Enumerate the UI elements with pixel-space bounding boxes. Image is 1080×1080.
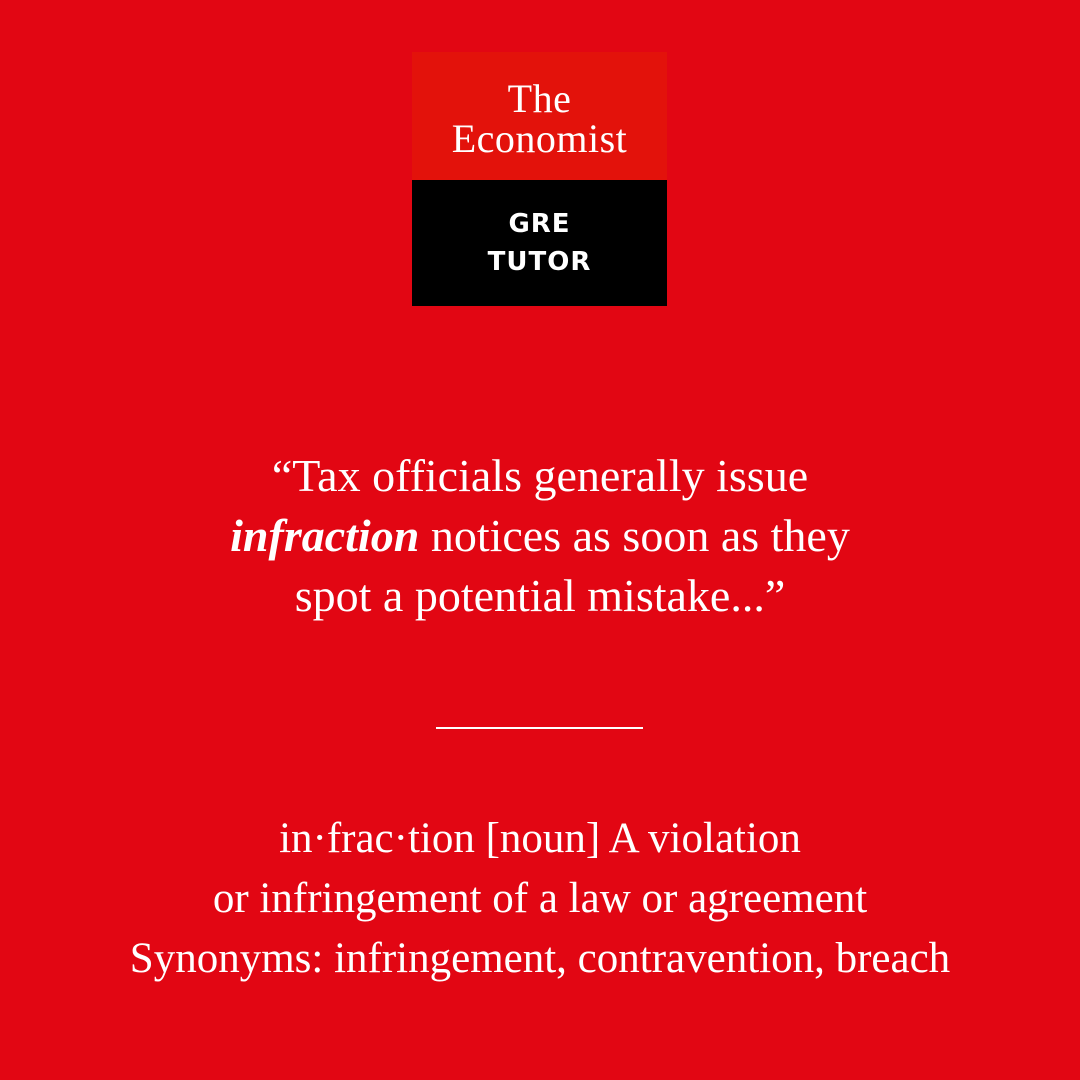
logo-subtitle: GRE TUTOR	[412, 180, 667, 306]
logo-masthead: The Economist	[412, 52, 667, 180]
economist-logo: The Economist GRE TUTOR	[412, 52, 667, 306]
definition-line-2: or infringement of a law or agreement	[212, 875, 868, 922]
highlighted-word: infraction	[230, 510, 420, 561]
divider	[436, 727, 643, 729]
logo-line-gre: GRE	[508, 209, 571, 239]
word-definition: in·frac·tion [noun] A violation or infri…	[0, 809, 1080, 989]
logo-line-tutor: TUTOR	[487, 247, 592, 277]
definition-line-1: in·frac·tion [noun] A violation	[279, 815, 801, 862]
quote-line-2-rest: notices as soon as they	[419, 510, 850, 561]
quote-line-3: spot a potential mistake...”	[294, 570, 786, 621]
quote-line-2: infraction notices as soon as they	[0, 506, 1080, 566]
example-quote: “Tax officials generally issue infractio…	[0, 446, 1080, 626]
logo-line-the: The	[507, 76, 572, 121]
synonyms-line: Synonyms: infringement, contravention, b…	[129, 935, 951, 982]
logo-line-economist: Economist	[451, 116, 628, 161]
quote-line-1: “Tax officials generally issue	[271, 450, 809, 501]
